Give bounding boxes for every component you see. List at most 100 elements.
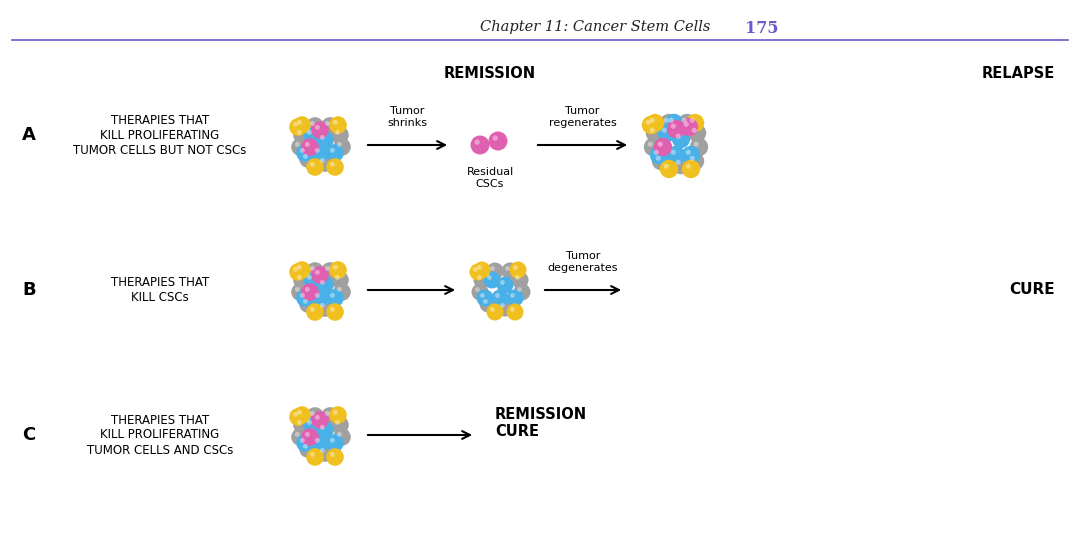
Text: Residual
CSCs: Residual CSCs xyxy=(467,167,514,189)
Text: THERAPIES THAT
KILL PROLIFERATING
TUMOR CELLS AND CSCs: THERAPIES THAT KILL PROLIFERATING TUMOR … xyxy=(86,414,233,456)
Circle shape xyxy=(311,266,328,284)
Circle shape xyxy=(311,434,328,452)
Circle shape xyxy=(316,154,334,172)
Circle shape xyxy=(302,444,308,449)
Circle shape xyxy=(297,275,301,280)
Circle shape xyxy=(325,266,329,271)
Circle shape xyxy=(299,150,316,168)
Circle shape xyxy=(293,126,311,144)
Circle shape xyxy=(293,122,298,127)
Circle shape xyxy=(656,156,661,161)
Circle shape xyxy=(669,118,674,123)
Circle shape xyxy=(490,266,495,271)
Circle shape xyxy=(672,156,690,174)
Circle shape xyxy=(646,114,664,132)
Circle shape xyxy=(325,121,329,126)
Circle shape xyxy=(326,289,343,307)
Circle shape xyxy=(295,287,300,292)
Circle shape xyxy=(473,261,490,278)
Circle shape xyxy=(690,138,708,156)
Circle shape xyxy=(292,138,309,156)
Circle shape xyxy=(658,124,676,142)
Circle shape xyxy=(334,428,351,446)
Circle shape xyxy=(289,408,307,426)
Circle shape xyxy=(470,263,486,280)
Circle shape xyxy=(316,421,334,439)
Circle shape xyxy=(321,407,339,425)
Circle shape xyxy=(652,152,671,170)
Circle shape xyxy=(315,415,320,420)
Circle shape xyxy=(648,142,652,147)
Circle shape xyxy=(481,293,485,298)
Circle shape xyxy=(320,448,325,453)
Circle shape xyxy=(292,428,309,446)
Circle shape xyxy=(299,295,316,313)
Text: REMISSION
CURE: REMISSION CURE xyxy=(495,407,588,439)
Circle shape xyxy=(690,118,694,123)
Circle shape xyxy=(310,452,315,457)
Circle shape xyxy=(507,304,524,321)
Circle shape xyxy=(299,440,316,458)
Circle shape xyxy=(664,118,669,123)
Circle shape xyxy=(295,142,300,147)
Circle shape xyxy=(686,150,691,155)
Circle shape xyxy=(315,293,320,298)
Circle shape xyxy=(293,406,311,424)
Circle shape xyxy=(666,146,685,164)
Circle shape xyxy=(293,261,311,279)
Circle shape xyxy=(329,162,335,167)
Circle shape xyxy=(490,307,495,312)
Circle shape xyxy=(646,120,651,125)
Circle shape xyxy=(326,144,343,162)
Circle shape xyxy=(646,124,664,142)
Circle shape xyxy=(307,130,312,135)
Circle shape xyxy=(500,280,504,285)
Text: Tumor
shrinks: Tumor shrinks xyxy=(388,106,428,128)
Circle shape xyxy=(297,120,301,125)
Circle shape xyxy=(310,162,315,167)
Circle shape xyxy=(510,261,527,278)
Text: CURE: CURE xyxy=(1010,283,1055,298)
Circle shape xyxy=(334,283,351,301)
Circle shape xyxy=(662,128,666,133)
Circle shape xyxy=(311,289,328,307)
Circle shape xyxy=(310,411,315,416)
Circle shape xyxy=(293,116,311,134)
Circle shape xyxy=(296,434,314,452)
Circle shape xyxy=(684,122,689,127)
Circle shape xyxy=(307,448,324,466)
Circle shape xyxy=(517,287,522,292)
Circle shape xyxy=(497,300,513,316)
Circle shape xyxy=(512,272,528,289)
Circle shape xyxy=(510,293,515,298)
Circle shape xyxy=(329,148,335,153)
Text: Tumor
degenerates: Tumor degenerates xyxy=(548,251,618,273)
Circle shape xyxy=(307,262,324,280)
Circle shape xyxy=(650,146,669,164)
Circle shape xyxy=(316,276,334,294)
Circle shape xyxy=(295,432,300,437)
Circle shape xyxy=(315,438,320,443)
Circle shape xyxy=(302,154,308,159)
Circle shape xyxy=(329,406,347,424)
Circle shape xyxy=(658,142,663,147)
Circle shape xyxy=(686,164,691,169)
Circle shape xyxy=(335,130,340,135)
Circle shape xyxy=(302,299,308,304)
Circle shape xyxy=(305,142,310,147)
Circle shape xyxy=(333,410,338,415)
Circle shape xyxy=(487,275,491,280)
Circle shape xyxy=(644,138,662,156)
Circle shape xyxy=(326,303,343,321)
Circle shape xyxy=(293,271,311,289)
Circle shape xyxy=(501,262,518,279)
Circle shape xyxy=(477,275,482,280)
Circle shape xyxy=(310,266,315,271)
Circle shape xyxy=(316,299,334,317)
Circle shape xyxy=(473,267,477,272)
Circle shape xyxy=(660,160,678,178)
Circle shape xyxy=(315,125,320,130)
Circle shape xyxy=(311,121,328,139)
Circle shape xyxy=(495,293,500,298)
Text: REMISSION: REMISSION xyxy=(444,65,536,80)
